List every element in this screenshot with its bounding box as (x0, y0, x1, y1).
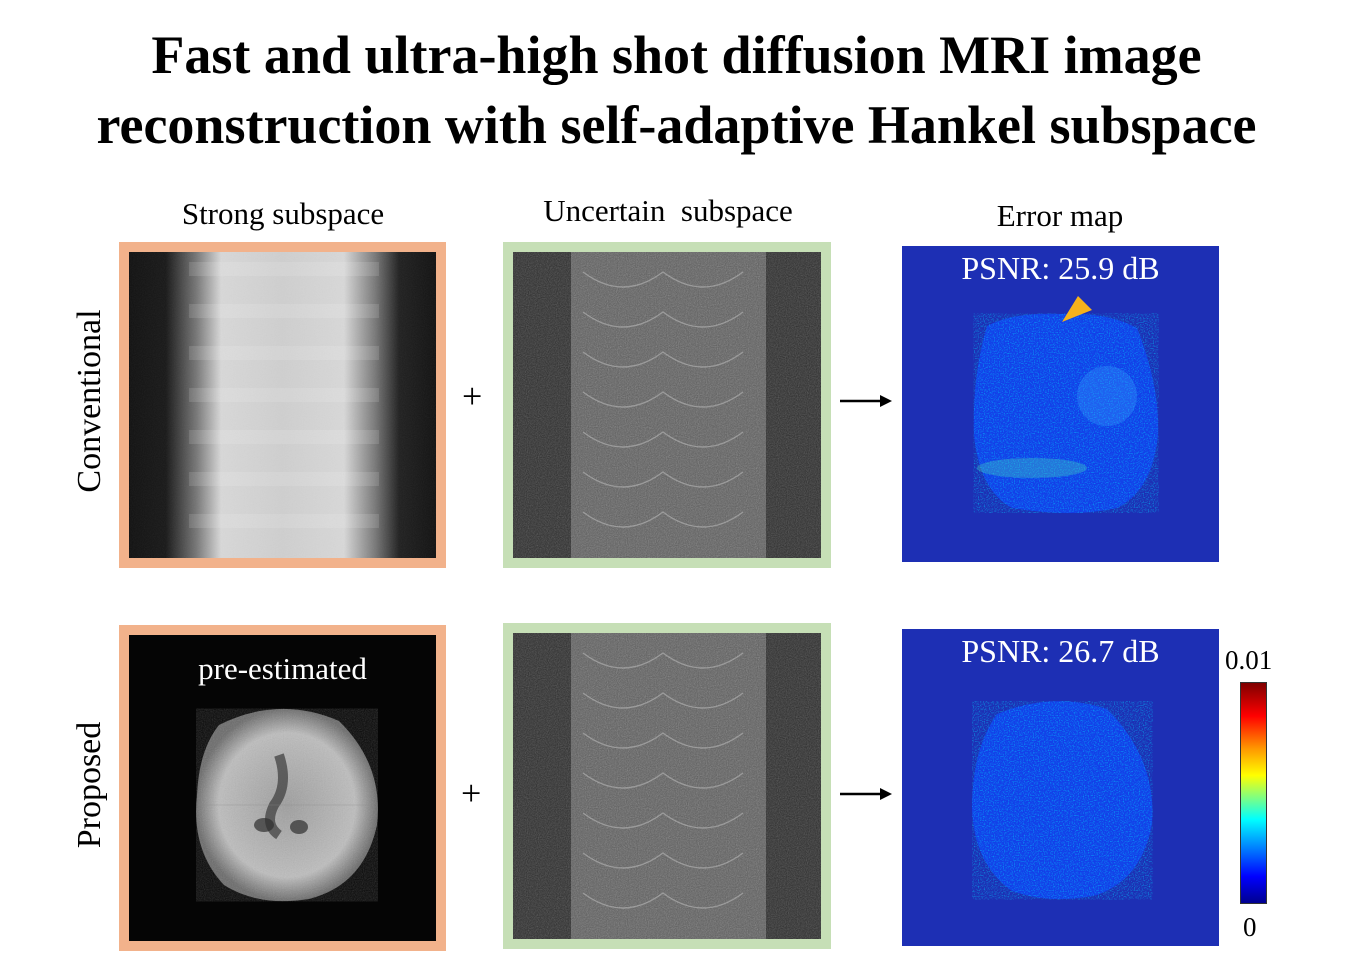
row-label-conventional: Conventional (71, 309, 108, 493)
uncertain-subspace-conventional-panel (503, 242, 831, 568)
uncertain-kspace-image (513, 252, 821, 558)
right-arrow-icon (840, 395, 892, 407)
colorbar-min-label: 0 (1243, 912, 1257, 942)
uncertain-subspace-proposed-panel (503, 623, 831, 949)
uncertain-kspace-image-2 (513, 633, 821, 939)
arrowhead-marker (1062, 296, 1092, 322)
colorbar-max-label: 0.01 (1225, 645, 1273, 675)
error-map-conventional-panel: PSNR: 25.9 dB (902, 246, 1219, 562)
strong-subspace-conventional-panel (119, 242, 446, 568)
psnr-proposed-label: PSNR: 26.7 dB (961, 633, 1160, 669)
strong-subspace-heading: Strong subspace (181, 196, 385, 231)
plus-sign: + (462, 376, 483, 416)
pre-estimated-label: pre-estimated (198, 651, 367, 686)
strong-subspace-proposed-panel: pre-estimated (119, 625, 446, 951)
pre-estimated-brain-image: pre-estimated (129, 635, 436, 941)
error-map-heading: Error map (996, 198, 1124, 233)
title-line-1: Fast and ultra-high shot diffusion MRI i… (151, 25, 1202, 85)
right-arrow-icon-2 (840, 788, 892, 800)
colorbar (1240, 682, 1267, 904)
plus-sign-2: + (461, 773, 482, 813)
kspace-band-image (129, 252, 436, 558)
uncertain-subspace-heading: Uncertain subspace (543, 193, 793, 228)
title-line-2: reconstruction with self-adaptive Hankel… (96, 95, 1257, 155)
row-label-proposed: Proposed (71, 721, 108, 849)
error-map-proposed-panel: PSNR: 26.7 dB (902, 629, 1219, 946)
psnr-conventional-label: PSNR: 25.9 dB (961, 250, 1160, 286)
